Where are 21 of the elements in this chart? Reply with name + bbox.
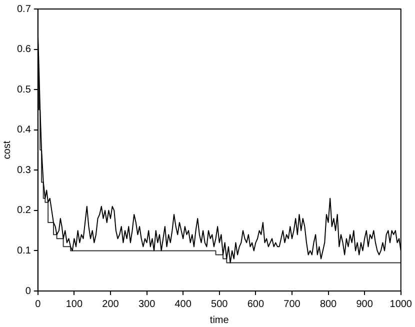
y-tick-label: 0.7 xyxy=(16,4,32,15)
y-tick-label: 0.5 xyxy=(16,84,32,96)
x-tick-label: 600 xyxy=(247,298,264,310)
x-tick-label: 800 xyxy=(320,298,338,310)
x-tick-label: 700 xyxy=(284,298,301,310)
x-tick-label: 500 xyxy=(211,298,228,310)
x-tick-label: 0 xyxy=(35,298,42,310)
x-tick-label: 200 xyxy=(102,298,120,310)
x-axis-title: time xyxy=(210,314,230,326)
x-tick-label: 400 xyxy=(174,298,192,310)
y-tick-label: 0.4 xyxy=(16,124,32,136)
x-tick-label: 1000 xyxy=(390,298,412,310)
y-tick-label: 0.3 xyxy=(16,164,32,176)
y-tick-label: 0.6 xyxy=(16,44,32,56)
x-tick-label: 300 xyxy=(138,298,156,310)
y-tick-label: 0.1 xyxy=(16,245,32,256)
y-tick-label: 0 xyxy=(25,286,32,297)
y-axis-title: cost xyxy=(2,140,13,160)
y-tick-label: 0.2 xyxy=(16,205,32,216)
x-tick-label: 900 xyxy=(356,298,374,310)
x-tick-label: 100 xyxy=(66,298,83,310)
